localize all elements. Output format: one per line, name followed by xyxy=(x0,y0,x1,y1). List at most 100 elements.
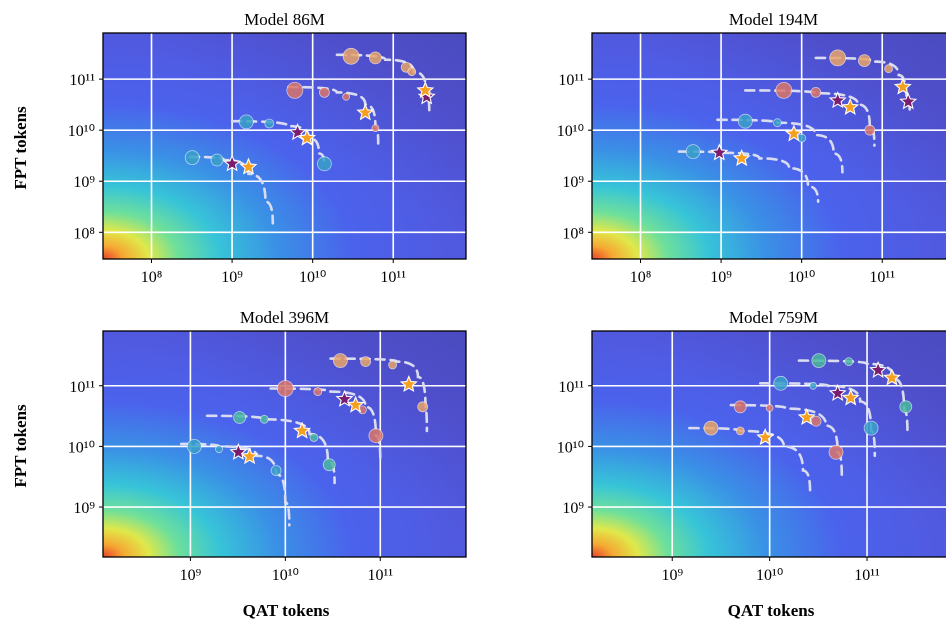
star-marker-orange xyxy=(346,395,365,413)
panel-2: Model 194M 10⁸ 10⁹ 10¹⁰ 10¹¹ 10⁸ 10⁹ 10¹⁰ 10¹¹ xyxy=(557,10,946,286)
y-tick-label: 10⁹ xyxy=(73,174,95,191)
star-marker-orange xyxy=(298,128,316,146)
y-tick-label: 10¹¹ xyxy=(69,379,95,396)
data-point-salmon xyxy=(765,404,774,412)
star-marker-orange xyxy=(399,375,418,393)
star-marker-orange xyxy=(797,408,816,426)
data-point-blue xyxy=(773,375,789,391)
y-tick-label: 10⁹ xyxy=(562,500,584,517)
star-marker-purple xyxy=(828,91,847,109)
data-point-teal xyxy=(259,414,269,424)
star-marker-orange xyxy=(841,388,860,406)
data-point-teal xyxy=(844,357,854,367)
frontier-curve-3 xyxy=(744,89,876,147)
data-point-orange xyxy=(360,356,372,368)
data-point-blue xyxy=(773,118,782,128)
data-point-blue xyxy=(264,118,275,129)
data-point-orange xyxy=(703,420,719,436)
x-axis-label-right: QAT tokens xyxy=(728,601,815,620)
frontier-curve-2 xyxy=(716,118,844,174)
star-marker-orange xyxy=(893,77,912,95)
star-marker-orange xyxy=(356,103,375,121)
data-point-salmon xyxy=(810,415,822,427)
plot-frame xyxy=(591,330,946,558)
plot-shade xyxy=(103,331,466,557)
x-tick-label: 10⁹ xyxy=(180,567,202,584)
x-tick-label: 10⁸ xyxy=(141,269,163,286)
data-point-blue xyxy=(184,150,200,166)
data-point-salmon xyxy=(318,87,330,98)
panel-title: Model 396M xyxy=(240,308,329,327)
star-marker-orange xyxy=(732,148,751,167)
y-tick-label: 10¹⁰ xyxy=(557,123,584,140)
data-point-blue xyxy=(215,445,223,454)
y-axis-label-top: FPT tokens xyxy=(11,106,30,190)
frontier-curve-1 xyxy=(688,426,812,493)
data-point-salmon xyxy=(810,87,822,98)
x-tick-label: 10¹¹ xyxy=(367,567,393,584)
data-point-orange xyxy=(417,401,429,413)
star-marker-purple xyxy=(710,143,729,161)
x-tick-label: 10¹⁰ xyxy=(756,567,783,584)
star-marker-orange xyxy=(784,124,803,142)
x-tick-label: 10¹⁰ xyxy=(272,567,299,584)
x-tick-label: 10¹⁰ xyxy=(299,269,326,286)
frontier-curve-1 xyxy=(677,150,820,203)
star-marker-orange xyxy=(416,80,435,99)
x-tick-label: 10⁸ xyxy=(630,269,652,286)
data-point-salmon xyxy=(342,92,351,101)
star-marker-orange xyxy=(240,447,259,465)
panel-title: Model 759M xyxy=(729,308,818,327)
data-point-orange xyxy=(735,426,745,436)
x-tick-label: 10¹⁰ xyxy=(788,269,815,286)
data-point-teal xyxy=(233,411,247,424)
y-tick-label: 10¹⁰ xyxy=(557,439,584,456)
data-point-orange xyxy=(829,49,847,67)
y-tick-label: 10¹¹ xyxy=(558,379,584,396)
star-marker-orange xyxy=(239,157,258,175)
star-marker-orange xyxy=(756,428,775,446)
data-point-blue xyxy=(186,438,202,454)
star-marker-purple xyxy=(828,383,847,401)
frontier-curve-4 xyxy=(329,357,429,433)
data-point-blue xyxy=(863,420,879,436)
x-tick-label: 10⁹ xyxy=(661,567,683,584)
y-tick-label: 10¹⁰ xyxy=(68,439,95,456)
data-point-blue xyxy=(316,156,332,172)
y-tick-label: 10⁸ xyxy=(73,225,95,242)
data-point-orange xyxy=(858,54,871,67)
data-point-blue xyxy=(238,114,254,130)
plot-frame xyxy=(591,32,946,260)
star-marker-orange xyxy=(293,421,312,439)
y-tick-label: 10⁹ xyxy=(562,174,584,191)
data-point-orange xyxy=(368,51,382,65)
x-axis-label-left: QAT tokens xyxy=(243,601,330,620)
x-tick-label: 10¹¹ xyxy=(869,269,895,286)
plot-frame xyxy=(102,330,467,558)
data-point-salmon xyxy=(286,82,304,99)
panel-title: Model 194M xyxy=(729,10,818,29)
y-tick-label: 10¹¹ xyxy=(558,72,584,89)
data-point-blue xyxy=(737,113,753,129)
y-tick-label: 10¹¹ xyxy=(69,72,95,89)
data-point-orange xyxy=(342,47,360,65)
y-axis-label-bottom: FPT tokens xyxy=(11,404,30,488)
x-tick-label: 10¹¹ xyxy=(854,567,880,584)
y-tick-label: 10⁸ xyxy=(562,225,584,242)
star-marker-orange xyxy=(882,368,901,386)
data-point-orange xyxy=(407,67,417,77)
data-point-salmon xyxy=(368,428,384,444)
data-point-orange xyxy=(388,360,398,370)
x-tick-label: 10¹¹ xyxy=(380,269,406,286)
panel-4: Model 759M 10⁹ 10¹⁰ 10¹¹ 10⁹ 10¹⁰ 10¹¹ xyxy=(557,308,946,584)
panel-title: Model 86M xyxy=(244,10,325,29)
x-tick-label: 10⁹ xyxy=(710,269,732,286)
data-point-blue xyxy=(210,153,224,167)
data-point-blue xyxy=(270,465,282,476)
x-tick-label: 10⁹ xyxy=(221,269,243,286)
data-point-salmon xyxy=(733,400,747,414)
data-point-salmon xyxy=(313,387,323,397)
panel-3: Model 396M 10⁹ 10¹⁰ 10¹¹ 10⁹ 10¹⁰ 10¹¹ xyxy=(68,308,467,584)
data-point-salmon xyxy=(371,124,380,133)
